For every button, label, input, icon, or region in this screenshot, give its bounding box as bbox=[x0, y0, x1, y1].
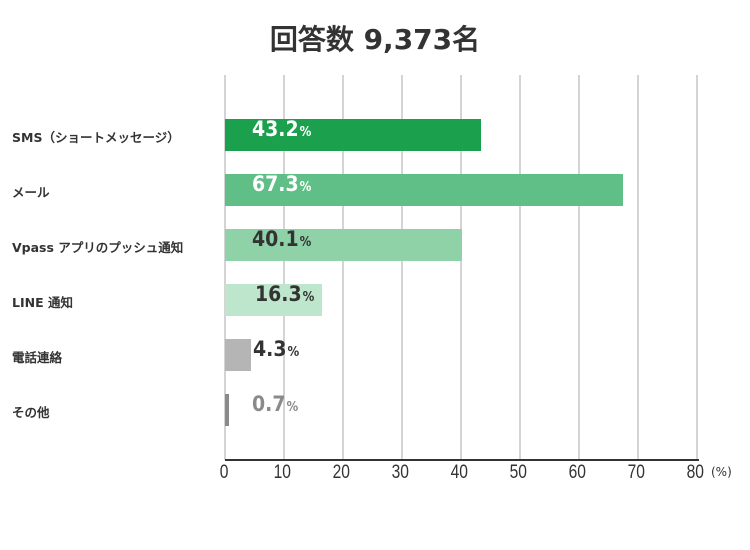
category-label-email: メール bbox=[12, 185, 50, 200]
chart-title: 回答数 9,373名 bbox=[269, 23, 481, 56]
gridline bbox=[401, 75, 403, 460]
plot-area bbox=[224, 75, 698, 460]
x-tick-40: 40 bbox=[450, 462, 468, 483]
bar-phone bbox=[225, 339, 251, 371]
bar-vpass bbox=[225, 229, 462, 261]
value-label-other: 0.7% bbox=[252, 392, 299, 416]
category-label-other: その他 bbox=[12, 405, 50, 420]
gridline bbox=[283, 75, 285, 460]
x-tick-80: 80 bbox=[686, 462, 704, 483]
x-tick-10: 10 bbox=[273, 462, 291, 483]
gridline bbox=[342, 75, 344, 460]
value-label-email: 67.3% bbox=[252, 172, 312, 196]
bar-email bbox=[225, 174, 623, 206]
gridline bbox=[578, 75, 580, 460]
x-tick-30: 30 bbox=[391, 462, 409, 483]
bar-sms bbox=[225, 119, 481, 151]
gridline bbox=[224, 75, 226, 460]
gridline bbox=[460, 75, 462, 460]
x-tick-70: 70 bbox=[627, 462, 645, 483]
category-label-line: LINE 通知 bbox=[12, 295, 73, 310]
x-axis-unit: (%) bbox=[711, 465, 732, 479]
bar-other bbox=[225, 394, 229, 426]
bar-line bbox=[225, 284, 322, 316]
x-tick-20: 20 bbox=[332, 462, 350, 483]
category-label-sms: SMS（ショートメッセージ） bbox=[12, 130, 180, 145]
gridline bbox=[519, 75, 521, 460]
category-label-vpass: Vpass アプリのプッシュ通知 bbox=[12, 240, 184, 255]
x-tick-60: 60 bbox=[568, 462, 586, 483]
value-label-sms: 43.2% bbox=[252, 117, 312, 141]
value-label-vpass: 40.1% bbox=[252, 227, 312, 251]
x-axis-line bbox=[225, 459, 699, 461]
x-tick-50: 50 bbox=[509, 462, 527, 483]
gridline bbox=[696, 75, 698, 460]
category-label-phone: 電話連絡 bbox=[12, 350, 63, 365]
gridline bbox=[637, 75, 639, 460]
value-label-phone: 4.3% bbox=[253, 337, 300, 361]
x-tick-0: 0 bbox=[219, 462, 229, 483]
value-label-line: 16.3% bbox=[255, 282, 315, 306]
